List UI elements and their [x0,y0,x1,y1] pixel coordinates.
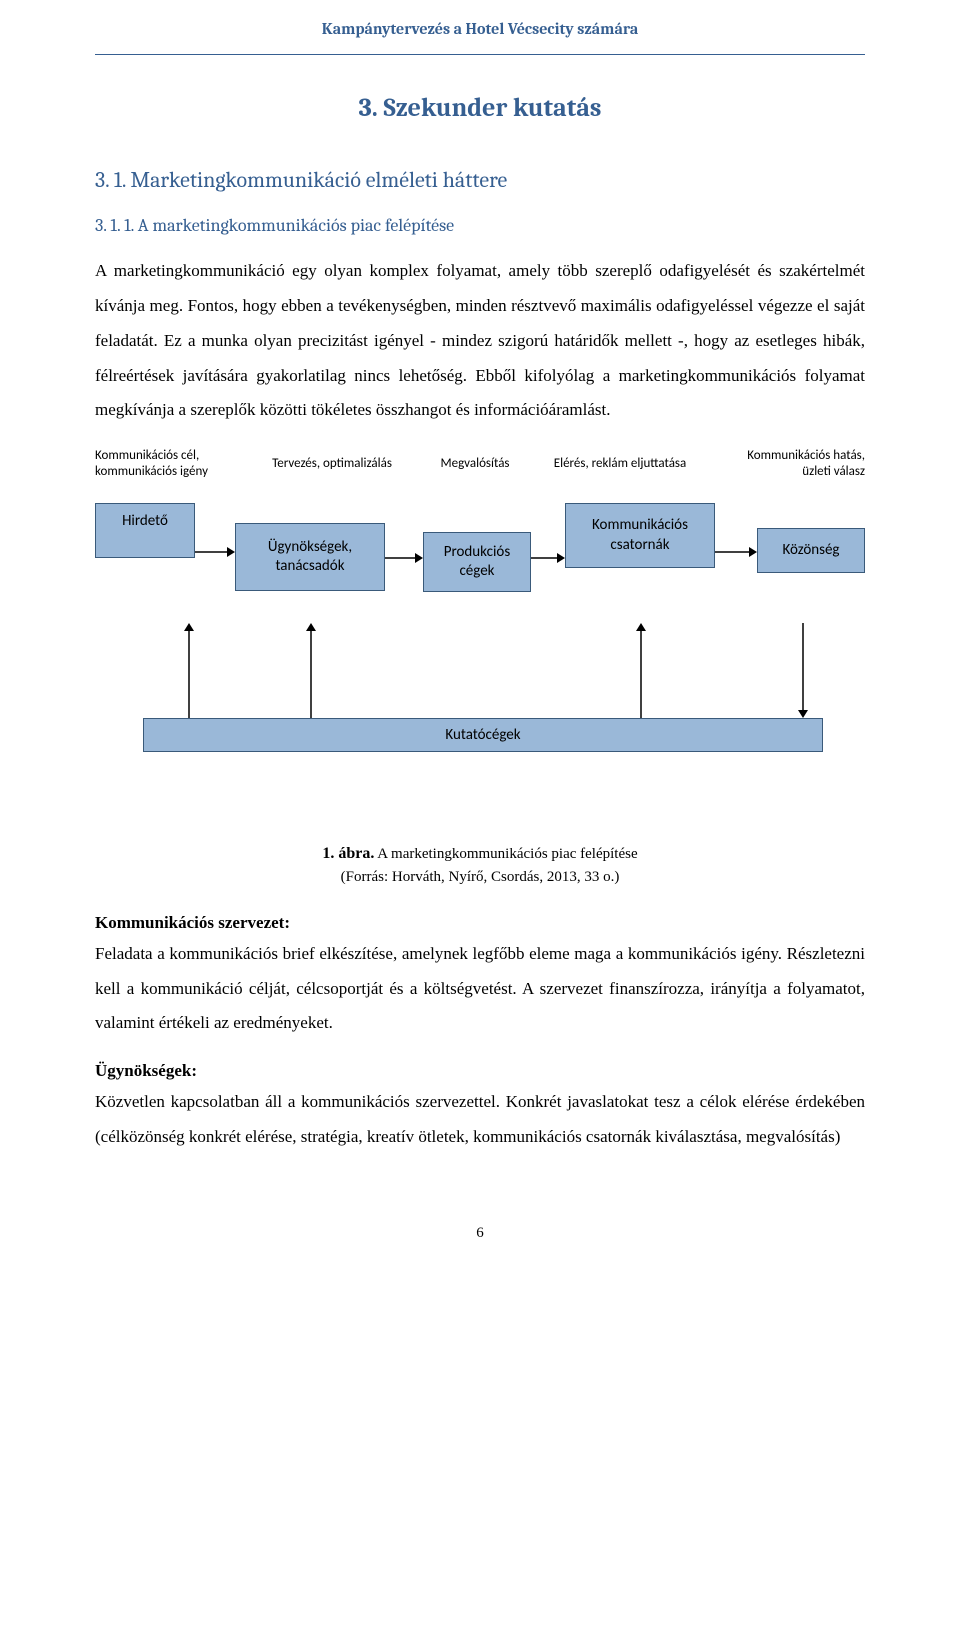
diagram-arrow-h4 [715,546,757,558]
paragraph-intro: A marketingkommunikáció egy olyan komple… [95,254,865,428]
section-label-komm-szervezet: Kommunikációs szervezet: [95,913,865,933]
diagram-label-5: Kommunikációs hatás,üzleti válasz [715,448,865,481]
running-header: Kampánytervezés a Hotel Vécsecity számár… [95,20,865,44]
paragraph-ugynoksegek: Közvetlen kapcsolatban áll a kommunikáci… [95,1085,865,1155]
diagram-box-hirdeto: Hirdető [95,503,195,558]
diagram-container: Kommunikációs cél,kommunikációs igény Te… [95,448,865,808]
diagram-label-1: Kommunikációs cél,kommunikációs igény [95,448,235,481]
diagram-box-ugynoksegek: Ügynökségek,tanácsadók [235,523,385,591]
paragraph-komm-szervezet: Feladata a kommunikációs brief elkészíté… [95,937,865,1042]
diagram-arrow-v3 [635,623,647,718]
diagram-label-4: Elérés, reklám eljuttatása [540,456,700,472]
flowchart-diagram: Kommunikációs cél,kommunikációs igény Te… [95,448,865,808]
diagram-box-produkcios: Produkcióscégek [423,532,531,592]
diagram-box-kutatocegek: Kutatócégek [143,718,823,752]
caption-title: A marketingkommunikációs piac felépítése [374,846,637,862]
diagram-box-kozonseg: Közönség [757,528,865,573]
diagram-arrow-v1 [183,623,195,718]
section-label-ugynoksegek: Ügynökségek: [95,1061,865,1081]
caption-number: 1. ábra. [322,845,374,862]
diagram-arrow-h2 [385,552,423,564]
diagram-label-3: Megvalósítás [425,456,525,472]
caption-source: (Forrás: Horváth, Nyírő, Csordás, 2013, … [341,869,620,885]
diagram-arrow-h1 [195,546,235,558]
header-rule [95,54,865,55]
heading-3: 3. 1. 1. A marketingkommunikációs piac f… [95,215,865,236]
figure-caption: 1. ábra. A marketingkommunikációs piac f… [95,842,865,889]
page-number: 6 [95,1225,865,1242]
diagram-box-csatornak: Kommunikációscsatornák [565,503,715,568]
diagram-arrow-v4-down [797,623,809,718]
diagram-arrow-v2 [305,623,317,718]
diagram-arrow-h3 [531,552,565,564]
heading-1: 3. Szekunder kutatás [95,93,865,123]
diagram-label-2: Tervezés, optimalizálás [257,456,407,472]
heading-2: 3. 1. Marketingkommunikáció elméleti hát… [95,167,865,193]
